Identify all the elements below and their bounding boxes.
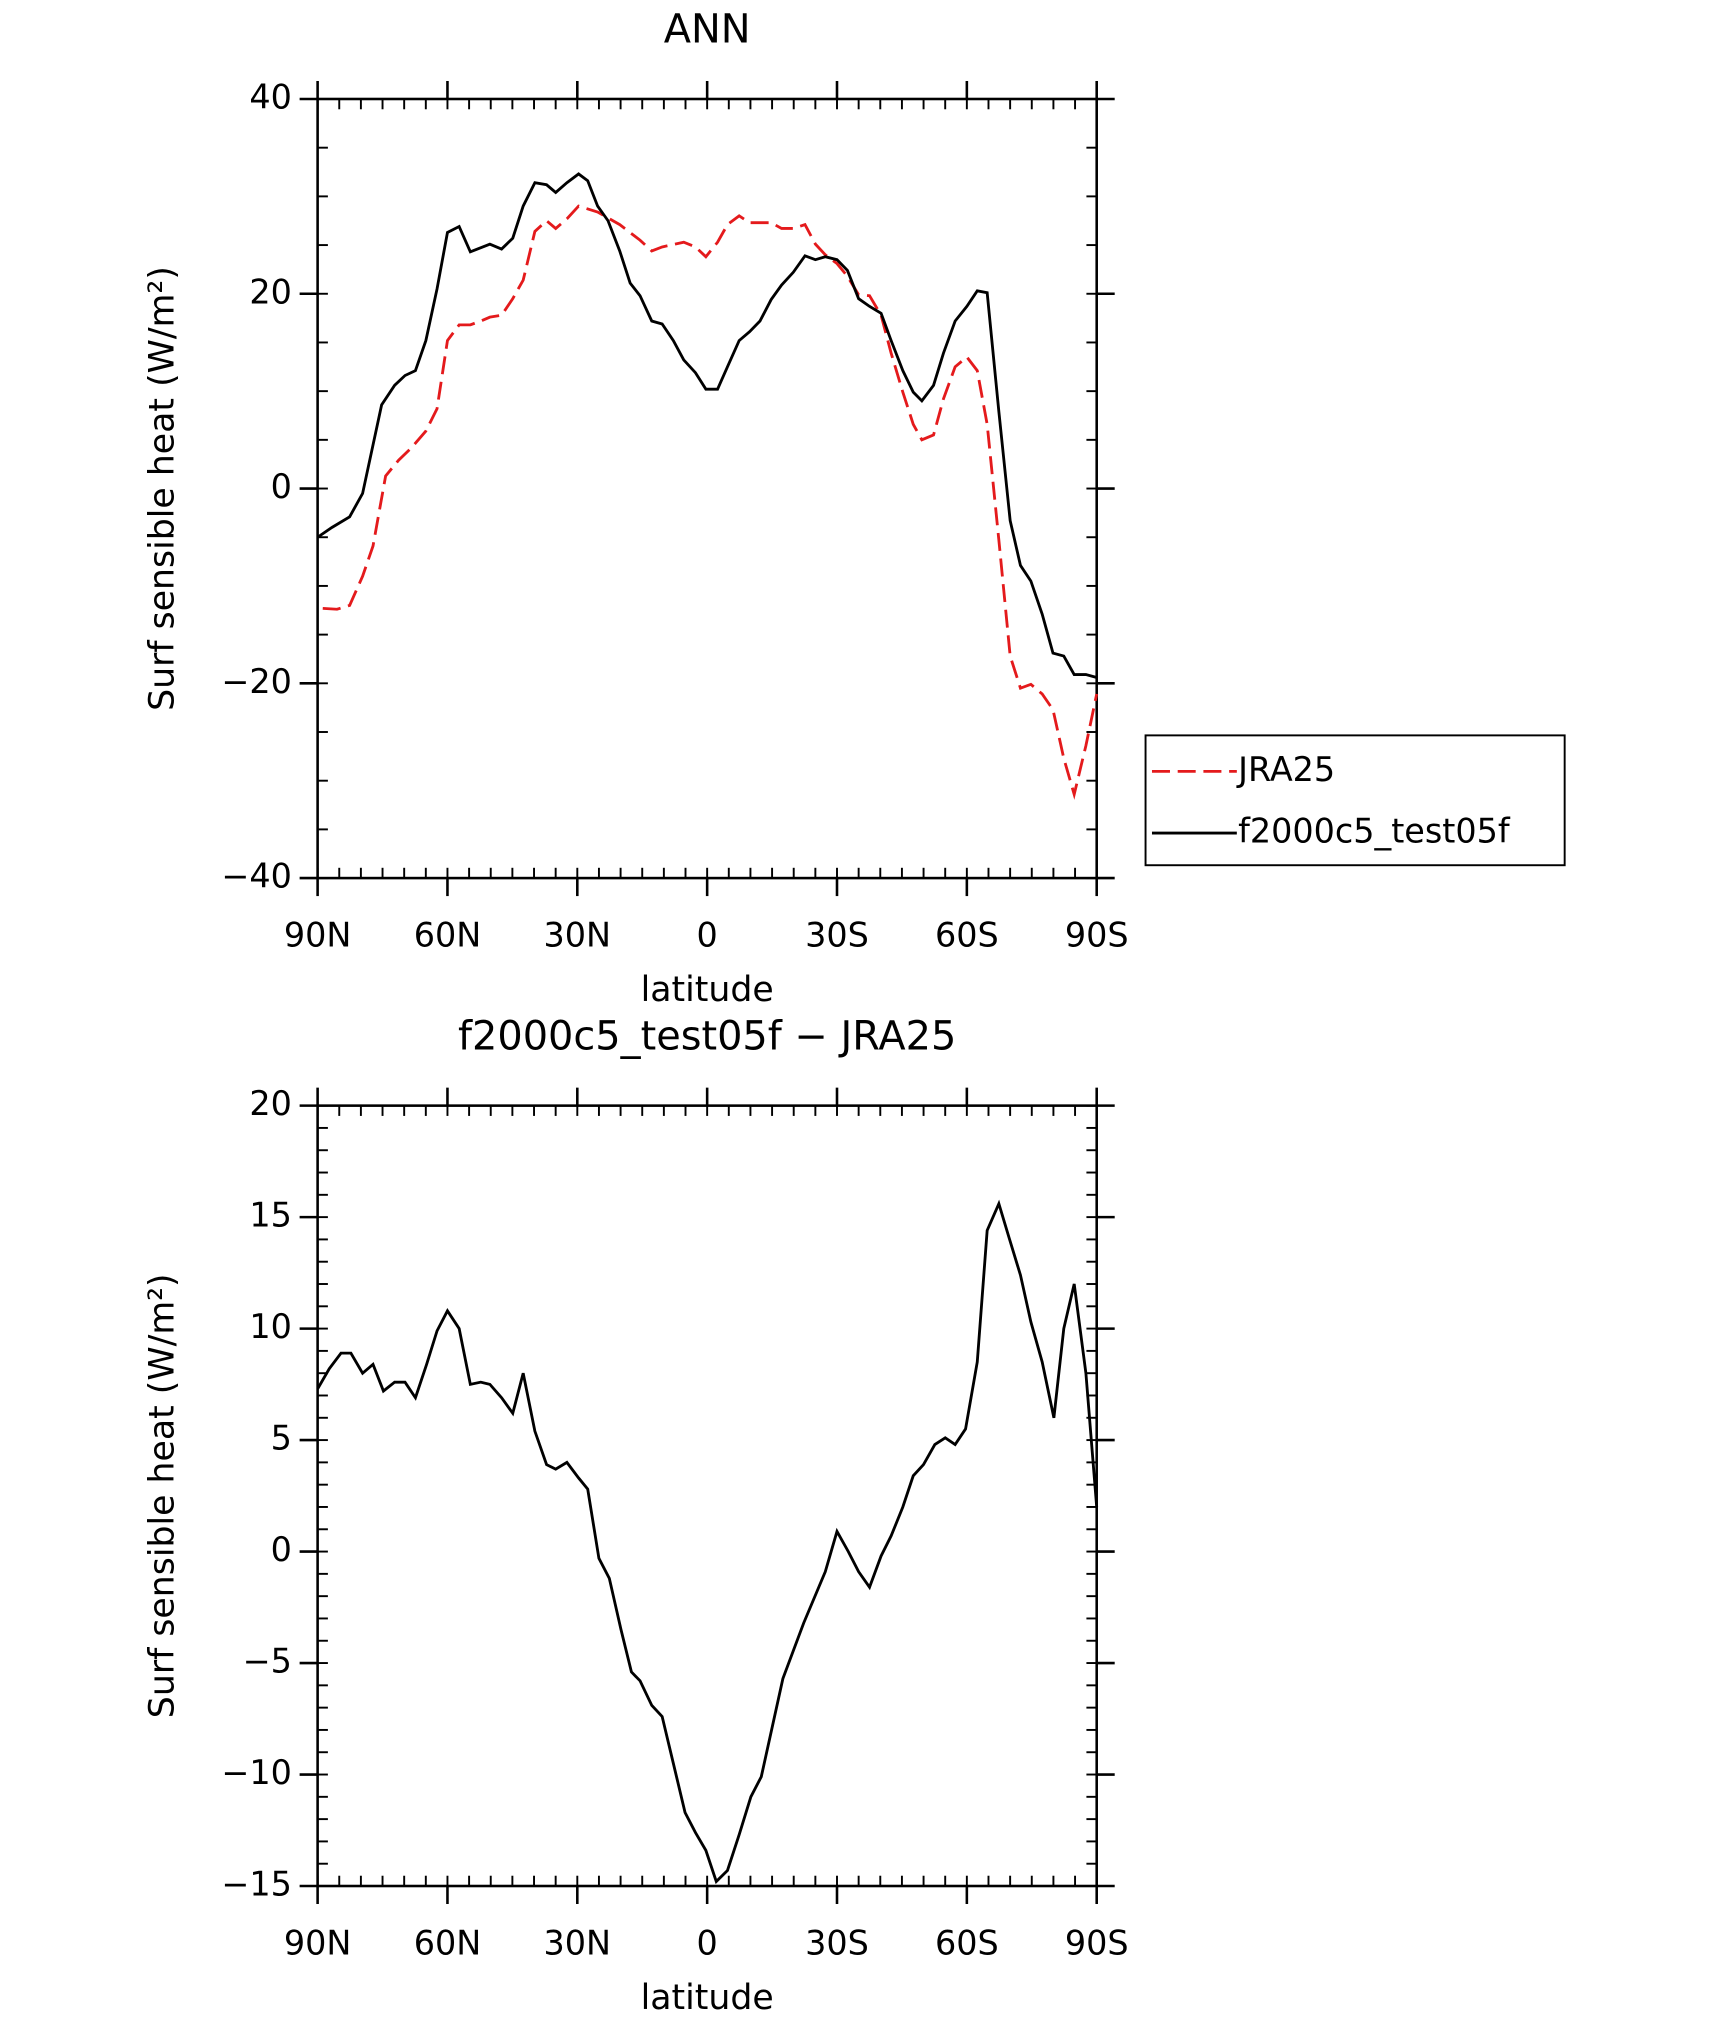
y-tick-label: 20 <box>249 1084 292 1123</box>
x-axis-label: latitude <box>641 970 774 1010</box>
chart-title: ANN <box>664 7 751 53</box>
x-tick-label: 30N <box>544 916 612 955</box>
y-tick-label: −10 <box>221 1753 291 1792</box>
plot-frame <box>316 1104 1098 1888</box>
x-tick-label: 0 <box>697 1924 718 1963</box>
y-tick-label: 15 <box>249 1196 292 1235</box>
x-tick-label: 90S <box>1065 916 1129 955</box>
x-tick-label: 0 <box>697 916 718 955</box>
x-axis-label: latitude <box>641 1978 774 2018</box>
series-line <box>316 1199 1099 1885</box>
y-tick-label: 10 <box>249 1307 292 1346</box>
series-line <box>322 204 1099 800</box>
x-tick-label: 60S <box>935 916 999 955</box>
plot-frame <box>316 97 1098 880</box>
legend-label: f2000c5_test05f <box>1238 812 1511 851</box>
x-tick-label: 90S <box>1065 1924 1129 1963</box>
x-tick-label: 60N <box>414 916 482 955</box>
y-tick-label: 0 <box>271 1530 292 1569</box>
x-tick-label: 90N <box>284 1924 352 1963</box>
y-tick-label: 20 <box>249 272 292 311</box>
x-tick-label: 30N <box>544 1924 612 1963</box>
y-tick-label: −15 <box>221 1865 291 1904</box>
y-tick-label: −5 <box>243 1642 292 1681</box>
x-tick-label: 60S <box>935 1924 999 1963</box>
chart-title: f2000c5_test05f − JRA25 <box>458 1013 956 1059</box>
x-tick-label: 60N <box>414 1924 482 1963</box>
legend-box <box>1144 734 1566 867</box>
y-tick-label: −20 <box>221 662 291 701</box>
series-line <box>316 172 1098 679</box>
x-tick-label: 90N <box>284 916 352 955</box>
legend-label: JRA25 <box>1236 750 1335 789</box>
y-tick-label: 5 <box>271 1419 292 1458</box>
y-tick-label: 40 <box>249 77 292 116</box>
y-tick-label: −40 <box>221 857 291 896</box>
x-tick-label: 30S <box>805 916 869 955</box>
y-axis-label: Surf sensible heat (W/m²) <box>142 1273 182 1718</box>
y-axis-label: Surf sensible heat (W/m²) <box>142 266 182 711</box>
y-tick-label: 0 <box>271 467 292 506</box>
x-tick-label: 30S <box>805 1924 869 1963</box>
